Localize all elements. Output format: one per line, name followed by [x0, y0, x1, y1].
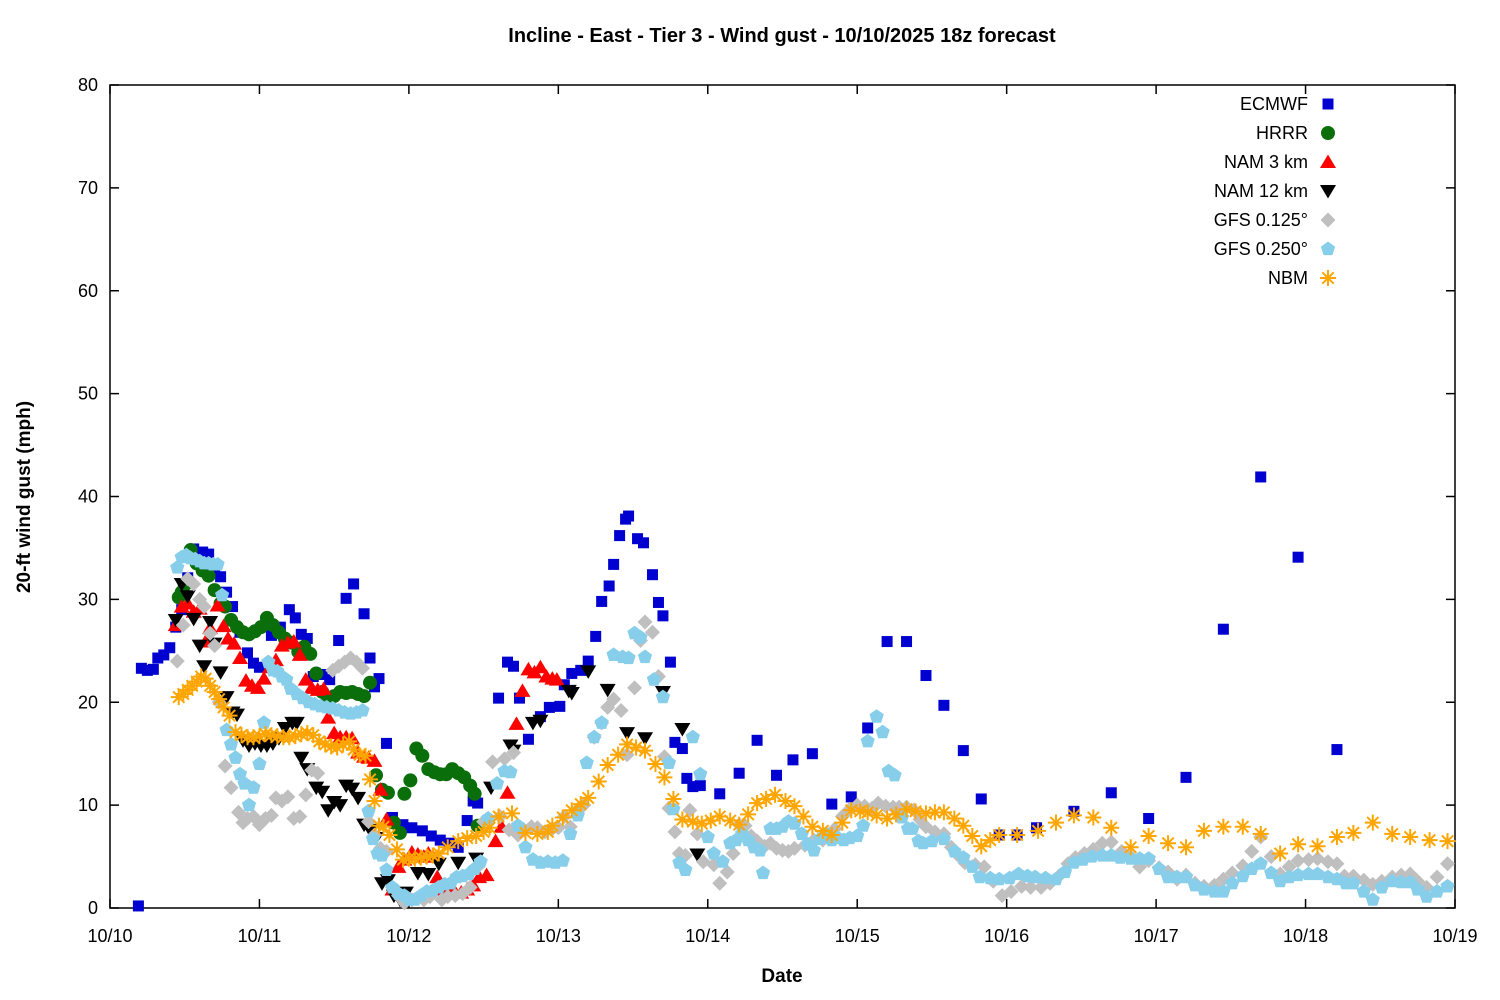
x-axis-ticks: 10/10 10/11 10/12 10/13 10/14 10/15 10/16 10/17… — [87, 85, 1478, 946]
legend-marker-pentagon-icon — [1320, 241, 1336, 256]
x-tick-label: 10/10 — [87, 926, 132, 946]
legend-label: GFS 0.125° — [1214, 210, 1308, 230]
y-tick-label: 60 — [78, 281, 98, 301]
series-gfs-0-250- — [170, 547, 1455, 906]
series-nbm — [170, 668, 1456, 868]
legend-item-ecmwf: ECMWF — [1240, 94, 1334, 114]
legend: ECMWF HRRR NAM 3 km NAM 12 km GFS 0.125° GFS … — [1214, 94, 1336, 288]
legend-marker-asterisk-icon — [1320, 270, 1336, 286]
y-tick-label: 10 — [78, 795, 98, 815]
y-axis-label: 20-ft wind gust (mph) — [14, 401, 35, 593]
legend-label: ECMWF — [1240, 94, 1308, 114]
x-tick-label: 10/19 — [1432, 926, 1477, 946]
legend-label: NAM 12 km — [1214, 181, 1308, 201]
y-tick-label: 30 — [78, 589, 98, 609]
x-tick-label: 10/11 — [238, 926, 282, 946]
legend-label: HRRR — [1256, 123, 1308, 143]
x-tick-label: 10/12 — [386, 926, 431, 946]
legend-label: NBM — [1268, 268, 1308, 288]
x-tick-label: 10/17 — [1134, 926, 1179, 946]
legend-item-hrrr: HRRR — [1256, 123, 1335, 143]
legend-marker-square-icon — [1322, 98, 1334, 110]
x-tick-label: 10/15 — [835, 926, 880, 946]
plot-area: 10/10 10/11 10/12 10/13 10/14 10/15 10/16 10/17… — [78, 75, 1478, 946]
y-tick-label: 70 — [78, 178, 98, 198]
legend-item-nam-3-km: NAM 3 km — [1224, 152, 1336, 172]
legend-marker-circle-icon — [1321, 126, 1335, 140]
legend-marker-diamond-icon — [1320, 212, 1336, 228]
y-tick-label: 80 — [78, 75, 98, 95]
y-tick-label: 20 — [78, 692, 98, 712]
legend-marker-triangle-up-icon — [1320, 154, 1336, 168]
legend-item-nam-12-km: NAM 12 km — [1214, 181, 1336, 201]
x-tick-label: 10/13 — [536, 926, 581, 946]
y-tick-label: 40 — [78, 487, 98, 507]
x-tick-label: 10/16 — [984, 926, 1029, 946]
y-tick-label: 0 — [88, 898, 98, 918]
y-axis-ticks: 0 10 20 30 40 50 60 70 80 — [78, 75, 1455, 918]
x-tick-label: 10/18 — [1283, 926, 1328, 946]
chart-title: Incline - East - Tier 3 - Wind gust - 10… — [508, 25, 1056, 47]
legend-label: NAM 3 km — [1224, 152, 1308, 172]
y-tick-label: 50 — [78, 384, 98, 404]
series-ecmwf — [132, 471, 1343, 912]
legend-item-gfs-0-250-: GFS 0.250° — [1214, 239, 1336, 259]
legend-label: GFS 0.250° — [1214, 239, 1308, 259]
x-tick-label: 10/14 — [685, 926, 730, 946]
legend-item-gfs-0-125-: GFS 0.125° — [1214, 210, 1336, 230]
x-axis-label: Date — [761, 966, 802, 987]
legend-marker-triangle-down-icon — [1320, 185, 1336, 199]
legend-item-nbm: NBM — [1268, 268, 1336, 288]
